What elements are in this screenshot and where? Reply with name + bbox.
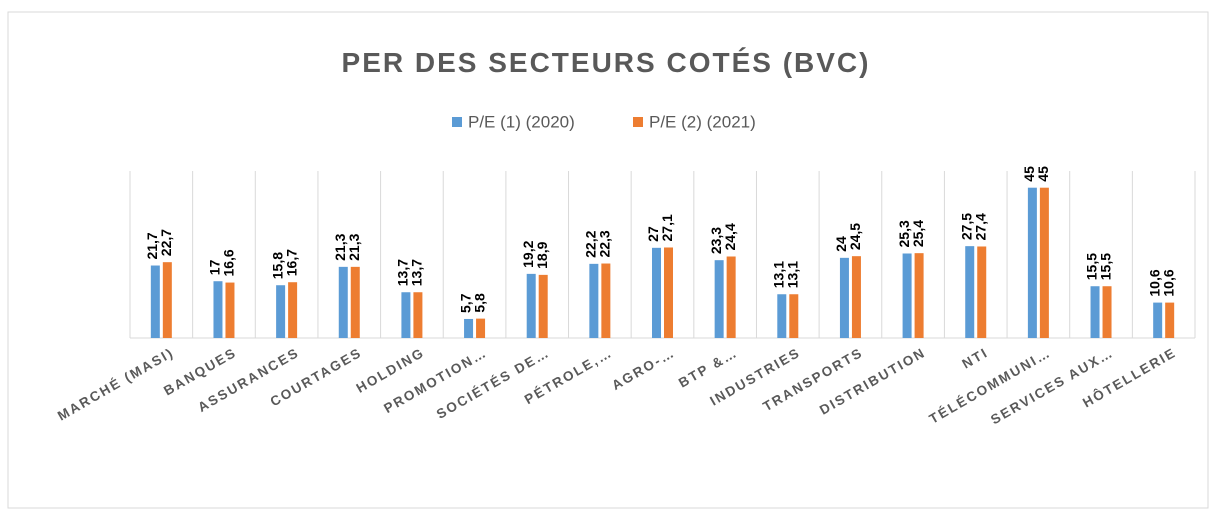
bar [1165, 302, 1175, 338]
data-label: 13,7 [395, 259, 411, 286]
bar [789, 294, 799, 338]
bar [902, 253, 912, 338]
bar [1039, 187, 1049, 338]
data-label: 27 [645, 226, 661, 242]
bar [1027, 187, 1037, 338]
bar [965, 246, 975, 338]
data-label: 15,5 [1098, 253, 1114, 280]
data-label: 22,3 [597, 230, 613, 257]
bar [413, 292, 423, 338]
data-label: 10,6 [1160, 269, 1176, 296]
data-label: 22,2 [583, 230, 599, 257]
data-label: 16,7 [283, 249, 299, 276]
bar [464, 318, 474, 338]
bar [726, 256, 736, 338]
legend-label: P/E (2) (2021) [649, 112, 756, 131]
data-label: 22,7 [158, 229, 174, 256]
legend-swatch [452, 117, 462, 127]
legend-swatch [633, 117, 643, 127]
data-label: 18,9 [534, 241, 550, 268]
data-label: 13,7 [409, 259, 425, 286]
bar [162, 262, 172, 338]
bar [213, 281, 223, 338]
data-label: 19,2 [520, 240, 536, 267]
bar [538, 274, 548, 338]
data-label: 13,1 [770, 261, 786, 288]
bar [288, 282, 298, 338]
data-label: 21,3 [346, 233, 362, 260]
data-label: 5,8 [471, 293, 487, 313]
bar [652, 247, 661, 338]
bar [1090, 286, 1100, 338]
data-label: 27,4 [972, 213, 988, 240]
data-label: 10,6 [1146, 269, 1162, 296]
bar [914, 253, 924, 338]
data-label: 17 [207, 259, 223, 275]
bar [664, 247, 673, 338]
bar [839, 257, 849, 338]
data-label: 45 [1035, 166, 1051, 182]
bar [1102, 286, 1112, 338]
bar [589, 263, 599, 338]
data-label: 15,5 [1084, 253, 1100, 280]
chart-border [7, 11, 1209, 509]
bar [714, 260, 724, 338]
data-label: 15,8 [269, 252, 285, 279]
bar [401, 292, 411, 338]
data-label: 13,1 [784, 261, 800, 288]
data-label: 16,6 [221, 249, 237, 276]
data-label: 24 [833, 236, 849, 252]
bar [350, 266, 360, 338]
bar [526, 273, 536, 338]
chart-title: PER DES SECTEURS COTÉS (BVC) [342, 47, 871, 78]
bar [338, 266, 348, 338]
bar [225, 282, 235, 338]
data-label: 27,5 [958, 213, 974, 240]
data-label: 23,3 [708, 227, 724, 254]
legend-label: P/E (1) (2020) [468, 112, 575, 131]
data-label: 21,3 [332, 233, 348, 260]
bar [777, 294, 787, 338]
bar [851, 256, 861, 338]
data-label: 25,3 [896, 220, 912, 247]
data-label: 5,7 [457, 293, 473, 313]
bar [150, 265, 160, 338]
data-label: 45 [1021, 166, 1037, 182]
data-label: 24,4 [722, 223, 738, 250]
bar [276, 285, 286, 338]
bar [977, 246, 987, 338]
data-label: 25,4 [910, 220, 926, 247]
bar [601, 263, 611, 338]
bar [1153, 302, 1163, 338]
data-label: 21,7 [144, 232, 160, 259]
data-label: 27,1 [659, 214, 675, 241]
bar [476, 318, 486, 338]
data-label: 24,5 [847, 223, 863, 250]
